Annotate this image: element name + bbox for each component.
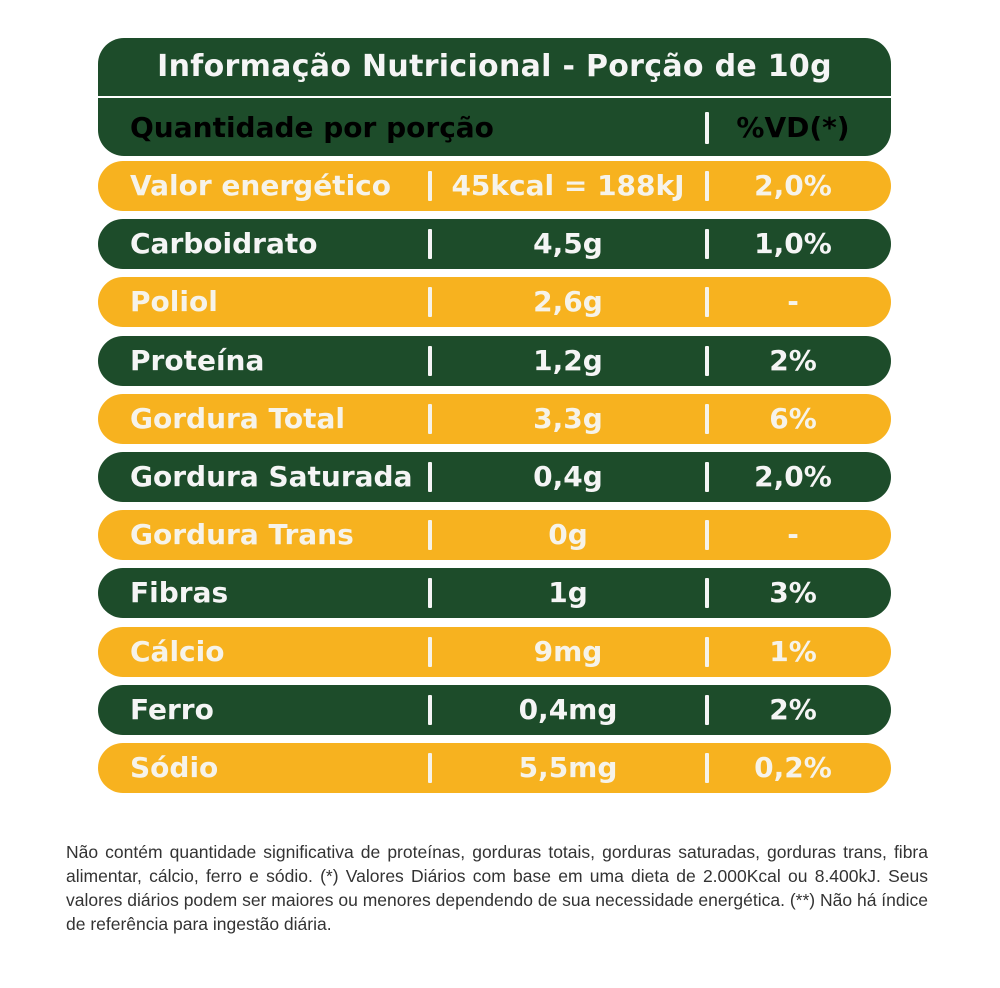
nutrient-vd: 1%	[769, 635, 817, 668]
nutrient-amount: 45kcal = 188kJ	[451, 169, 685, 202]
nutrient-name: Proteína	[130, 344, 265, 377]
table-row: Carboidrato 4,5g 1,0%	[98, 219, 891, 269]
nutrient-amount: 5,5mg	[518, 751, 618, 784]
table-row: Valor energético 45kcal = 188kJ 2,0%	[98, 161, 891, 211]
nutrient-name: Fibras	[130, 576, 229, 609]
nutrient-name: Gordura Saturada	[130, 460, 413, 493]
column-separator	[428, 171, 432, 201]
nutrient-name: Sódio	[130, 751, 219, 784]
column-separator	[428, 578, 432, 608]
nutrient-vd: 1,0%	[754, 227, 832, 260]
column-separator	[428, 229, 432, 259]
column-separator	[428, 520, 432, 550]
nutrient-name: Cálcio	[130, 635, 225, 668]
nutrient-amount: 0g	[548, 518, 588, 551]
column-separator	[428, 404, 432, 434]
column-separator	[428, 753, 432, 783]
column-separator	[705, 637, 709, 667]
column-separator	[705, 171, 709, 201]
column-separator	[428, 462, 432, 492]
table-row: Poliol 2,6g -	[98, 277, 891, 327]
column-separator	[705, 287, 709, 317]
table-row: Gordura Total 3,3g 6%	[98, 394, 891, 444]
vd-header: %VD(*)	[736, 111, 850, 144]
nutrient-vd: -	[787, 518, 799, 551]
nutrient-vd: -	[787, 285, 799, 318]
table-row: Ferro 0,4mg 2%	[98, 685, 891, 735]
header-divider	[98, 96, 891, 98]
nutrient-name: Poliol	[130, 285, 218, 318]
column-separator	[705, 229, 709, 259]
footnote: Não contém quantidade significativa de p…	[66, 841, 928, 934]
nutrient-vd: 3%	[769, 576, 817, 609]
nutrient-amount: 2,6g	[533, 285, 603, 318]
column-separator	[705, 112, 709, 144]
nutrient-vd: 0,2%	[754, 751, 832, 784]
nutrient-name: Carboidrato	[130, 227, 318, 260]
column-separator	[705, 578, 709, 608]
column-separator	[705, 520, 709, 550]
nutrient-name: Ferro	[130, 693, 214, 726]
table-row: Fibras 1g 3%	[98, 568, 891, 618]
nutrient-amount: 1,2g	[533, 344, 603, 377]
table-row: Cálcio 9mg 1%	[98, 627, 891, 677]
column-separator	[428, 637, 432, 667]
nutrient-amount: 0,4g	[533, 460, 603, 493]
nutrient-amount: 3,3g	[533, 402, 603, 435]
column-header-row: Quantidade por porção %VD(*)	[98, 100, 891, 156]
nutrient-amount: 9mg	[533, 635, 603, 668]
nutrient-amount: 4,5g	[533, 227, 603, 260]
table-row: Proteína 1,2g 2%	[98, 336, 891, 386]
table-title: Informação Nutricional - Porção de 10g	[157, 49, 832, 84]
quantity-header: Quantidade por porção	[130, 111, 494, 144]
table-row: Gordura Trans 0g -	[98, 510, 891, 560]
column-separator	[428, 346, 432, 376]
column-separator	[428, 695, 432, 725]
column-separator	[705, 753, 709, 783]
nutrient-vd: 2%	[769, 344, 817, 377]
table-header: Informação Nutricional - Porção de 10g Q…	[98, 38, 891, 156]
column-separator	[705, 462, 709, 492]
nutrient-vd: 2%	[769, 693, 817, 726]
column-separator	[705, 346, 709, 376]
table-row: Sódio 5,5mg 0,2%	[98, 743, 891, 793]
nutrient-amount: 1g	[548, 576, 588, 609]
nutrient-name: Gordura Trans	[130, 518, 354, 551]
nutrient-name: Gordura Total	[130, 402, 345, 435]
table-row: Gordura Saturada 0,4g 2,0%	[98, 452, 891, 502]
nutrient-name: Valor energético	[130, 169, 391, 202]
nutrient-vd: 2,0%	[754, 460, 832, 493]
nutrient-amount: 0,4mg	[518, 693, 618, 726]
nutrient-vd: 2,0%	[754, 169, 832, 202]
column-separator	[428, 287, 432, 317]
column-separator	[705, 404, 709, 434]
column-separator	[705, 695, 709, 725]
nutrient-vd: 6%	[769, 402, 817, 435]
